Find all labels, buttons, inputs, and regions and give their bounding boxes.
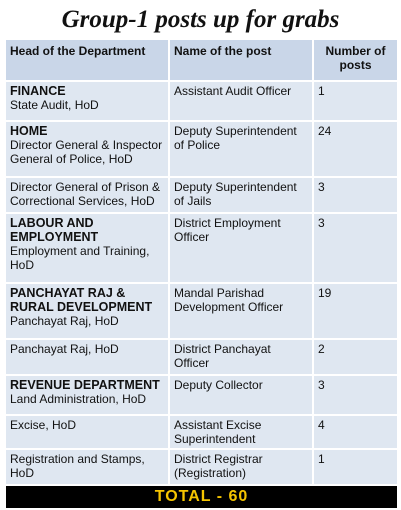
department-name: Panchayat Raj, HoD <box>10 342 119 356</box>
department-heading: REVENUE DEPARTMENT <box>10 378 160 392</box>
post-cell: District Panchayat Officer <box>168 338 314 376</box>
department-name: Registration and Stamps, HoD <box>10 452 145 480</box>
number-cell: 1 <box>312 80 399 122</box>
header-cell: Number of posts <box>312 38 399 82</box>
table-row: Excise, HoD Assistant Excise Superintende… <box>4 414 399 450</box>
department-cell: FINANCE State Audit, HoD <box>4 80 170 122</box>
total-cell: TOTAL - 60 <box>4 484 399 510</box>
page: Group-1 posts up for grabs Head of the D… <box>4 6 399 510</box>
department-cell: HOME Director General & Inspector General… <box>4 120 170 178</box>
number-cell: 3 <box>312 374 399 416</box>
table-row: REVENUE DEPARTMENT Land Administration, H… <box>4 374 399 416</box>
title: Group-1 posts up for grabs <box>61 6 340 33</box>
number-cell: 3 <box>312 176 399 214</box>
post-cell: Mandal Parishad Development Officer <box>168 282 314 340</box>
header-cell: Head of the Department <box>4 38 170 82</box>
post-cell: District Registrar (Registration) <box>168 448 314 486</box>
department-cell: REVENUE DEPARTMENT Land Administration, H… <box>4 374 170 416</box>
department-name: Land Administration, HoD <box>10 392 147 406</box>
table-row: Panchayat Raj, HoD District Panchayat Off… <box>4 338 399 376</box>
department-heading: FINANCE <box>10 84 66 98</box>
number-cell: 3 <box>312 212 399 284</box>
department-name: Director General & Inspector General of … <box>10 138 163 166</box>
number-cell: 4 <box>312 414 399 450</box>
post-cell: Deputy Collector <box>168 374 314 416</box>
table-row: Registration and Stamps, HoD District Reg… <box>4 448 399 486</box>
department-cell: PANCHAYAT RAJ & RURAL DEVELOPMENT Panchay… <box>4 282 170 340</box>
posts-table: Head of the Department Name of the post … <box>4 38 399 510</box>
post-cell: Deputy Superintendent of Police <box>168 120 314 178</box>
number-cell: 19 <box>312 282 399 340</box>
table-body: FINANCE State Audit, HoD Assistant Audit O… <box>4 80 399 510</box>
department-name: Excise, HoD <box>10 418 77 432</box>
department-cell: LABOUR AND EMPLOYMENT Employment and Trai… <box>4 212 170 284</box>
post-cell: Assistant Excise Superintendent <box>168 414 314 450</box>
post-cell: District Employment Officer <box>168 212 314 284</box>
table-row: Director General of Prison & Correctiona… <box>4 176 399 214</box>
header-row: Head of the Department Name of the post … <box>4 38 399 82</box>
department-heading: PANCHAYAT RAJ & RURAL DEVELOPMENT <box>10 286 153 314</box>
post-cell: Assistant Audit Officer <box>168 80 314 122</box>
department-name: Panchayat Raj, HoD <box>10 314 119 328</box>
header-cell: Name of the post <box>168 38 314 82</box>
table-row: HOME Director General & Inspector General… <box>4 120 399 178</box>
number-cell: 1 <box>312 448 399 486</box>
table-row: FINANCE State Audit, HoD Assistant Audit O… <box>4 80 399 122</box>
table-row: PANCHAYAT RAJ & RURAL DEVELOPMENT Panchay… <box>4 282 399 340</box>
department-cell: Excise, HoD <box>4 414 170 450</box>
total-row: TOTAL - 60 <box>4 484 399 510</box>
department-cell: Registration and Stamps, HoD <box>4 448 170 486</box>
department-cell: Panchayat Raj, HoD <box>4 338 170 376</box>
department-name: Director General of Prison & Correctiona… <box>10 180 161 208</box>
department-cell: Director General of Prison & Correctiona… <box>4 176 170 214</box>
post-cell: Deputy Superintendent of Jails <box>168 176 314 214</box>
department-name: Employment and Training, HoD <box>10 244 150 272</box>
department-name: State Audit, HoD <box>10 98 99 112</box>
department-heading: HOME <box>10 124 48 138</box>
table-row: LABOUR AND EMPLOYMENT Employment and Trai… <box>4 212 399 284</box>
number-cell: 24 <box>312 120 399 178</box>
department-heading: LABOUR AND EMPLOYMENT <box>10 216 99 244</box>
number-cell: 2 <box>312 338 399 376</box>
